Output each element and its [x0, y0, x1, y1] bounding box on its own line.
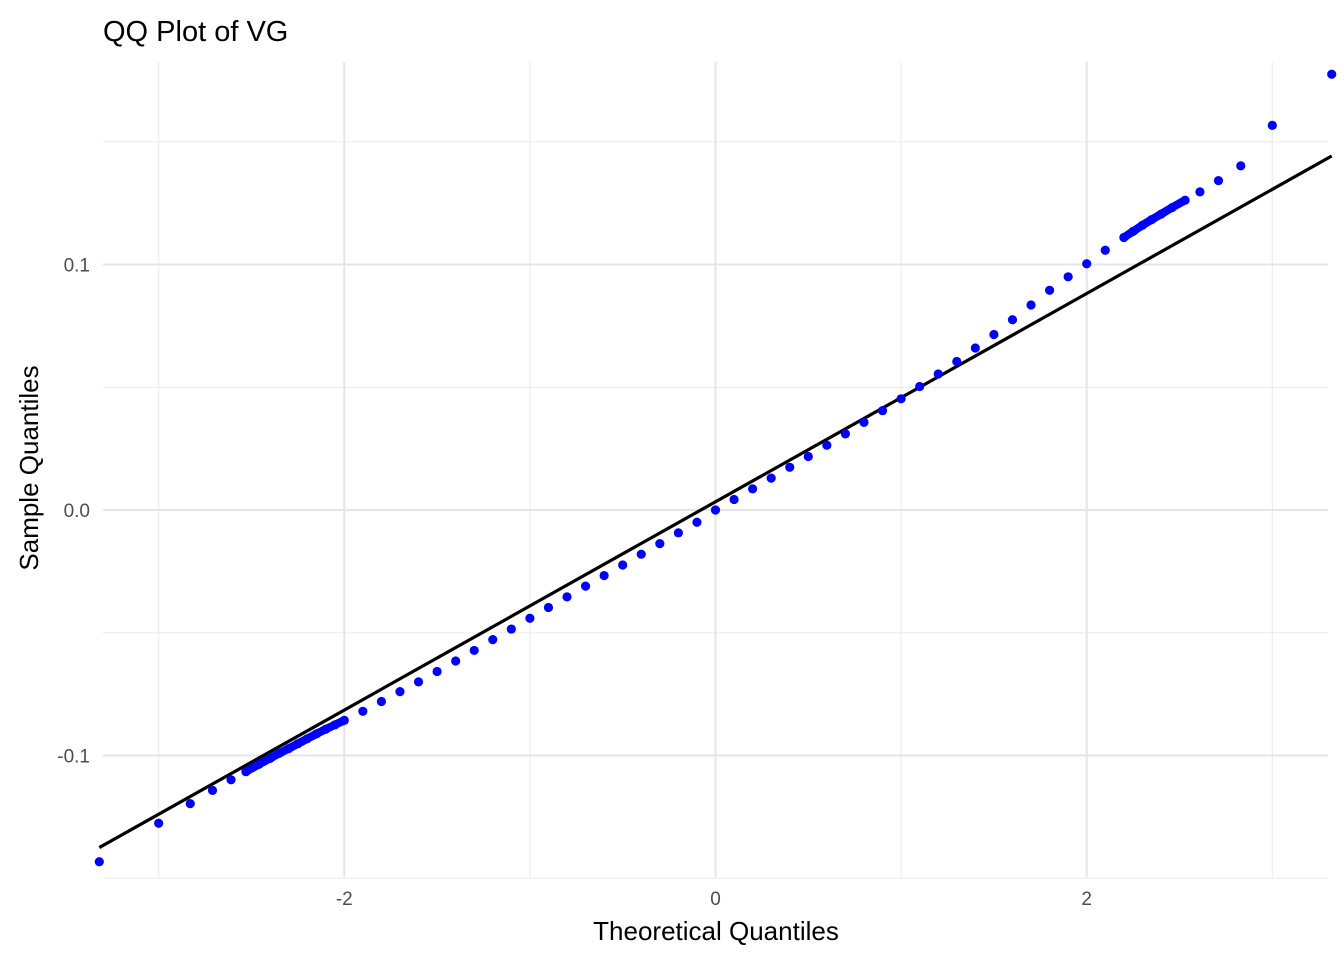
- data-point: [1213, 175, 1224, 186]
- data-point: [562, 592, 572, 602]
- grid-layer: [103, 62, 1328, 879]
- x-tick-label: 0: [710, 889, 721, 910]
- data-point: [692, 517, 702, 527]
- data-point: [265, 753, 275, 764]
- data-point: [358, 706, 368, 716]
- points-layer: [94, 69, 1337, 867]
- data-point: [952, 356, 962, 367]
- data-point: [673, 528, 683, 538]
- data-point: [766, 473, 776, 483]
- data-point: [1044, 285, 1055, 295]
- data-point: [748, 484, 758, 494]
- y-tick-label: 0.1: [64, 256, 90, 277]
- reference-line-layer: [98, 154, 1333, 849]
- data-point: [636, 549, 646, 559]
- data-point: [488, 635, 498, 645]
- data-point: [185, 799, 195, 809]
- data-point: [803, 451, 813, 462]
- data-point: [710, 505, 721, 515]
- data-point: [822, 440, 832, 450]
- data-point: [274, 748, 284, 758]
- data-point: [840, 429, 851, 439]
- data-point: [1100, 245, 1110, 255]
- chart-title: QQ Plot of VG: [103, 16, 288, 48]
- data-point: [859, 417, 869, 427]
- data-point: [376, 696, 387, 707]
- data-point: [1119, 232, 1129, 243]
- data-point: [877, 405, 888, 416]
- y-tick-label: 0.0: [64, 501, 90, 522]
- data-point: [321, 724, 331, 734]
- x-axis-title: Theoretical Quantiles: [593, 916, 839, 946]
- data-point: [729, 494, 739, 505]
- data-point: [1156, 209, 1166, 219]
- data-point: [413, 677, 424, 687]
- data-point: [1007, 315, 1018, 325]
- data-point: [1167, 202, 1177, 213]
- y-tick-label: -0.1: [57, 746, 90, 767]
- data-point: [302, 734, 312, 744]
- data-point: [154, 818, 164, 828]
- data-point: [451, 656, 461, 666]
- data-point: [655, 539, 665, 549]
- data-point: [94, 857, 104, 867]
- data-point: [896, 394, 906, 404]
- data-point: [543, 602, 554, 613]
- data-point: [241, 767, 251, 777]
- data-point: [339, 715, 349, 725]
- tick-labels-layer: -2 0 2 -0.1 0.0 0.1: [57, 256, 1092, 910]
- data-point: [989, 329, 999, 340]
- data-point: [1180, 195, 1190, 205]
- data-point: [311, 729, 322, 739]
- data-point: [1195, 187, 1205, 197]
- data-point: [254, 759, 264, 769]
- y-axis-title: Sample Quantiles: [14, 365, 44, 570]
- data-point: [207, 785, 218, 795]
- data-point: [1026, 300, 1036, 310]
- data-point: [1147, 214, 1157, 225]
- data-point: [432, 666, 442, 677]
- data-point: [915, 381, 925, 392]
- data-point: [1137, 220, 1147, 230]
- data-point: [580, 581, 591, 591]
- data-point: [1082, 259, 1092, 269]
- x-tick-label: 2: [1081, 889, 1092, 910]
- data-point: [469, 645, 479, 656]
- data-point: [293, 739, 303, 749]
- data-point: [1128, 226, 1138, 236]
- data-point: [330, 720, 340, 730]
- data-point: [933, 369, 943, 379]
- reference-line: [98, 154, 1333, 849]
- data-point: [970, 343, 980, 353]
- data-point: [226, 775, 236, 785]
- data-point: [785, 462, 795, 472]
- data-point: [1236, 161, 1246, 171]
- data-point: [599, 570, 609, 581]
- data-point: [1267, 120, 1277, 130]
- data-point: [1063, 272, 1073, 282]
- x-tick-label: -2: [336, 889, 353, 910]
- data-point: [395, 687, 405, 697]
- data-point: [284, 744, 294, 754]
- data-point: [506, 624, 516, 634]
- data-point: [525, 613, 535, 623]
- data-point: [618, 560, 628, 570]
- data-point: [1327, 69, 1337, 79]
